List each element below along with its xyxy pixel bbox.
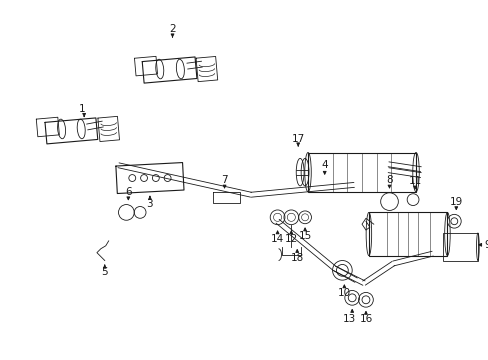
Text: 14: 14: [270, 234, 284, 244]
Text: 16: 16: [359, 314, 372, 324]
Text: 19: 19: [449, 197, 462, 207]
Text: 17: 17: [291, 134, 304, 144]
Text: 9: 9: [484, 240, 488, 250]
Text: 11: 11: [407, 176, 421, 186]
Text: 15: 15: [298, 231, 311, 241]
Text: 5: 5: [101, 267, 108, 277]
Bar: [368, 212, 447, 256]
Text: 8: 8: [386, 175, 392, 185]
Text: 7: 7: [221, 175, 227, 185]
Text: 4: 4: [321, 160, 327, 170]
Text: 13: 13: [342, 314, 355, 324]
Bar: [307, 153, 415, 192]
Text: 1: 1: [79, 104, 85, 114]
Text: 10: 10: [337, 288, 350, 298]
Text: 12: 12: [284, 234, 297, 244]
Text: 3: 3: [146, 199, 153, 208]
Text: 18: 18: [290, 253, 303, 262]
Text: 2: 2: [169, 24, 176, 34]
Text: 6: 6: [125, 187, 131, 197]
Bar: [442, 233, 477, 261]
